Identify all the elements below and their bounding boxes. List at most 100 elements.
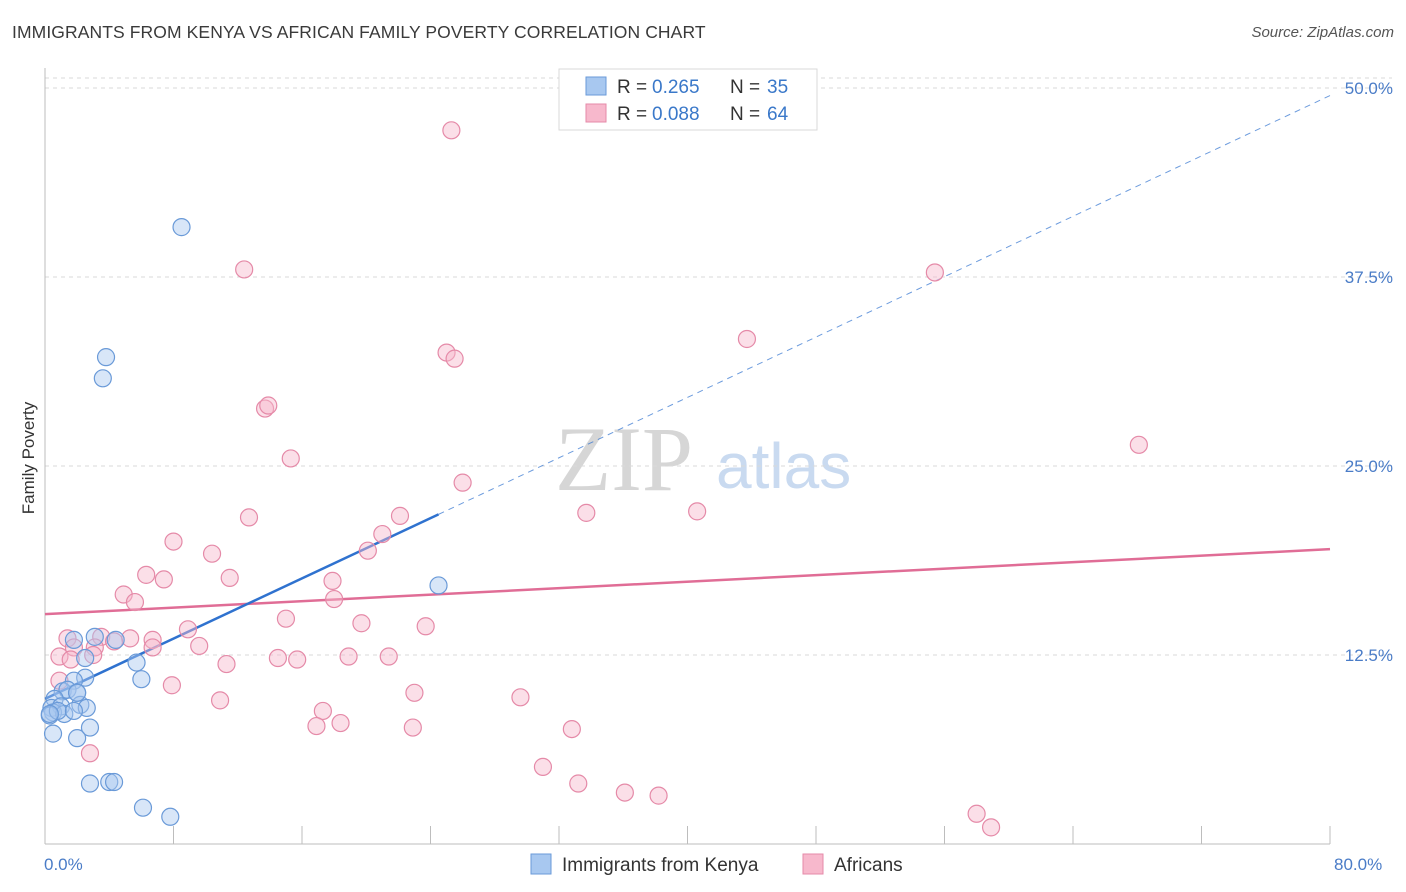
kenya-points: [40, 218, 448, 826]
africans-trend-line: [44, 547, 1331, 616]
kenya-point: [68, 683, 87, 702]
correlation-legend: R = 0.265 N = 35 R = 0.088 N = 64: [558, 68, 818, 131]
bottom-legend-label-africans: Africans: [834, 855, 903, 876]
africans-point: [390, 506, 410, 525]
africans-point: [178, 620, 198, 639]
africans-points: [50, 121, 1148, 837]
africans-point: [80, 744, 100, 763]
africans-point: [445, 349, 464, 368]
africans-point: [981, 818, 1001, 837]
legend-n-value-africans: 64: [767, 104, 789, 125]
africans-point: [288, 650, 307, 669]
africans-point: [281, 449, 300, 468]
africans-point: [925, 263, 944, 282]
kenya-point: [132, 670, 151, 689]
africans-point: [137, 565, 156, 584]
grid-lines: [45, 77, 1392, 656]
kenya-point: [76, 668, 95, 687]
africans-point: [154, 570, 173, 589]
kenya-point: [93, 369, 112, 388]
africans-point: [276, 609, 296, 628]
africans-point: [405, 683, 424, 702]
africans-point: [125, 592, 145, 612]
africans-point: [255, 399, 275, 418]
africans-point: [737, 329, 757, 349]
kenya-point: [43, 724, 63, 743]
africans-point: [239, 508, 259, 527]
kenya-trend-extension: [438, 95, 1331, 515]
africans-point: [235, 260, 254, 279]
bottom-legend-label-kenya: Immigrants from Kenya: [562, 855, 759, 876]
africans-point: [220, 568, 239, 587]
kenya-point: [161, 807, 180, 826]
africans-point: [164, 532, 183, 551]
africans-point: [453, 473, 472, 492]
africans-point: [569, 774, 588, 793]
kenya-point: [80, 718, 100, 737]
africans-point: [61, 650, 80, 669]
kenya-point: [64, 630, 84, 649]
x-ticks: [173, 826, 1331, 844]
legend-r-label-kenya: R =: [617, 77, 647, 98]
kenya-point: [172, 218, 191, 237]
africans-point: [442, 121, 461, 140]
bottom-legend-swatch-africans: [802, 853, 824, 875]
kenya-point: [40, 704, 59, 724]
africans-point: [416, 617, 435, 636]
africans-point: [307, 716, 326, 736]
legend-swatch-kenya: [585, 76, 607, 96]
africans-point: [688, 502, 707, 521]
africans-point: [190, 636, 209, 656]
bottom-legend-swatch-kenya: [530, 853, 552, 875]
kenya-point: [64, 701, 84, 721]
africans-point: [268, 648, 288, 668]
y-axis-label: Family Poverty: [19, 401, 38, 514]
africans-point: [143, 638, 162, 657]
africans-point: [325, 589, 344, 609]
africans-point: [50, 647, 69, 666]
legend-r-value-kenya: 0.265: [652, 77, 700, 98]
legend-n-label-africans: N =: [730, 104, 760, 125]
series-legend: Immigrants from Kenya Africans: [530, 853, 903, 876]
africans-point: [373, 524, 392, 544]
africans-point: [259, 396, 278, 415]
kenya-point: [429, 576, 448, 595]
kenya-point: [100, 772, 119, 792]
legend-r-value-africans: 0.088: [652, 104, 700, 125]
africans-point: [339, 647, 358, 666]
africans-point: [562, 719, 581, 739]
trend-lines: [44, 95, 1331, 700]
kenya-point: [96, 348, 116, 367]
africans-point: [1129, 435, 1148, 454]
y-tick-label: 12.5%: [1345, 646, 1393, 665]
kenya-point: [106, 630, 125, 649]
kenya-point: [80, 774, 100, 793]
kenya-point: [76, 648, 95, 668]
africans-point: [511, 688, 530, 707]
source-text: Source: ZipAtlas.com: [1251, 24, 1394, 41]
africans-point: [162, 676, 181, 695]
africans-point: [967, 804, 986, 823]
africans-point: [577, 503, 596, 522]
kenya-point: [133, 798, 153, 817]
chart-title: IMMIGRANTS FROM KENYA VS AFRICAN FAMILY …: [12, 22, 706, 42]
africans-point: [217, 654, 236, 674]
y-tick-label: 37.5%: [1345, 268, 1393, 287]
legend-swatch-africans: [585, 103, 607, 123]
africans-point: [210, 691, 230, 710]
y-tick-labels: 12.5% 25.0% 37.5% 50.0%: [1345, 79, 1393, 665]
legend-n-label-kenya: N =: [730, 77, 760, 98]
africans-point: [379, 647, 398, 666]
africans-point: [313, 701, 332, 721]
kenya-point: [68, 729, 87, 748]
legend-n-value-kenya: 35: [767, 77, 788, 98]
africans-point: [143, 630, 162, 649]
y-tick-label: 25.0%: [1345, 457, 1393, 476]
africans-point: [331, 713, 350, 733]
africans-point: [649, 786, 668, 805]
kenya-point: [104, 772, 124, 792]
africans-point: [323, 571, 342, 591]
y-tick-label: 50.0%: [1345, 79, 1393, 98]
africans-point: [533, 757, 553, 776]
